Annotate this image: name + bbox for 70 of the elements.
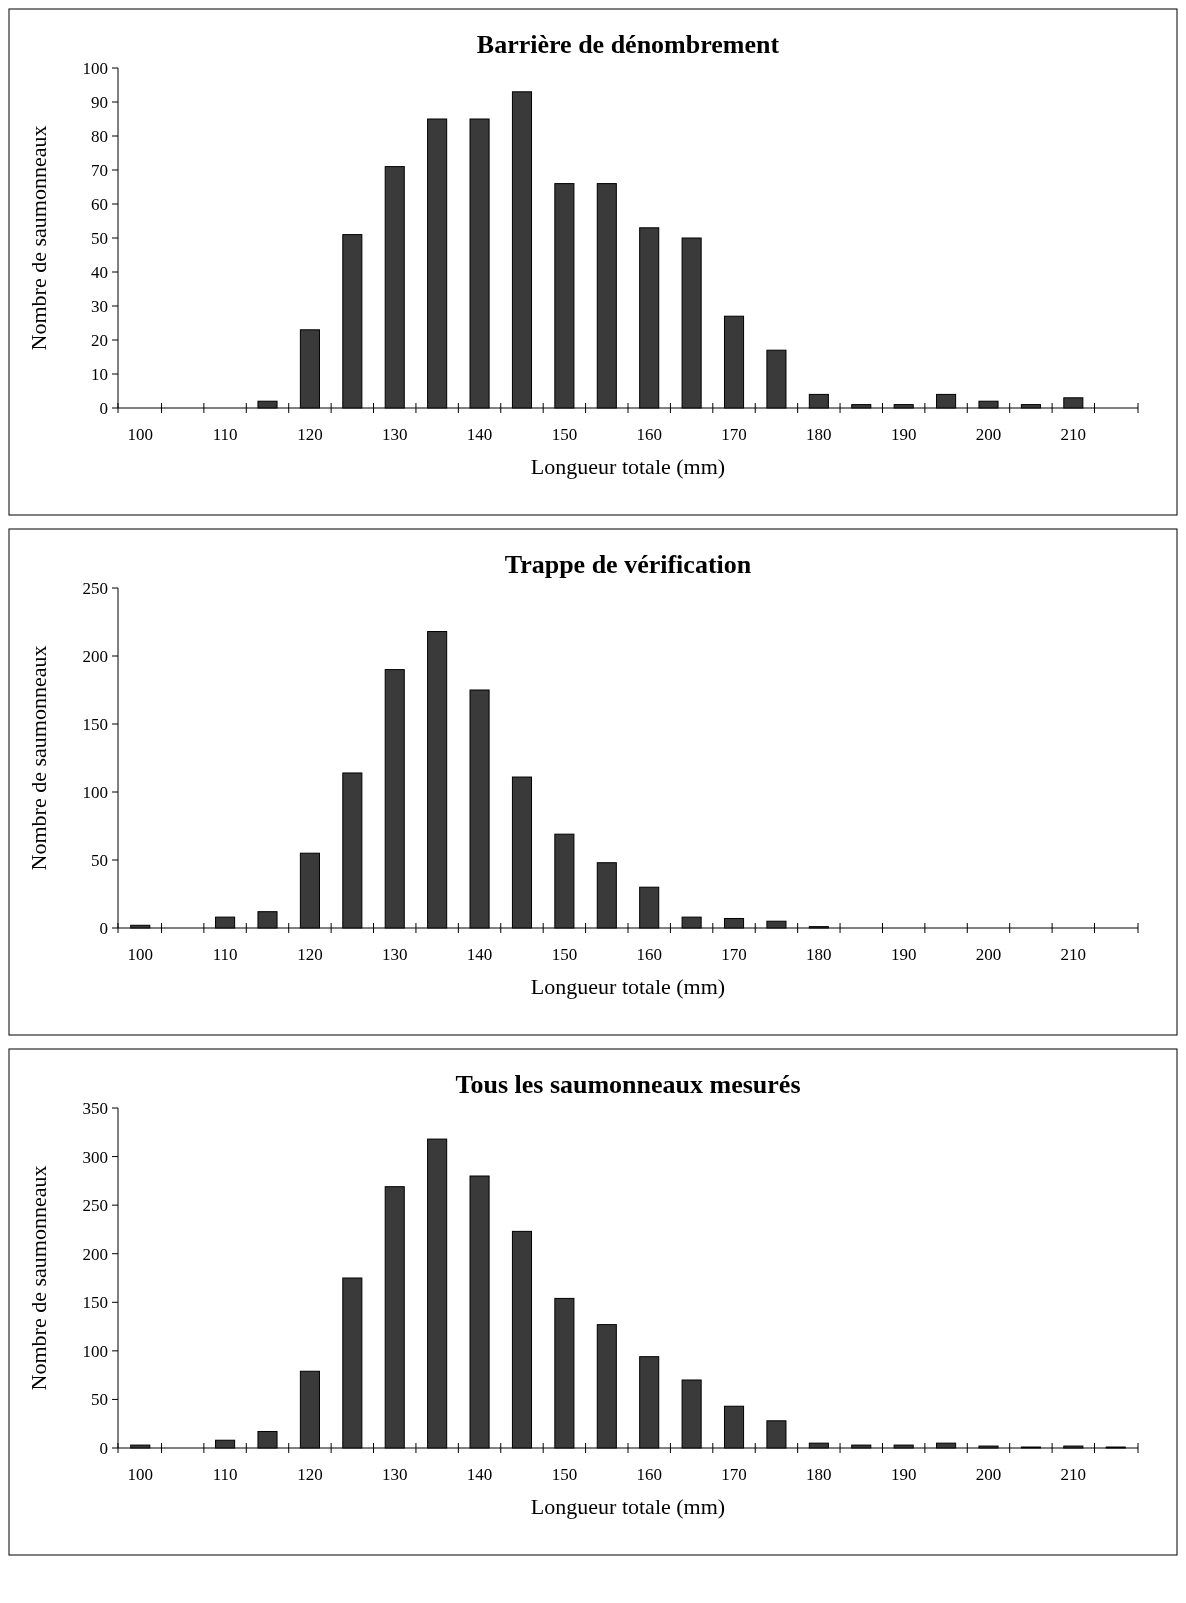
x-tick-label: 150 <box>551 425 578 444</box>
x-tick-label: 180 <box>806 945 832 964</box>
x-tick-label: 210 <box>1060 1465 1087 1484</box>
x-tick-label: 100 <box>127 945 154 964</box>
y-tick-label: 100 <box>82 58 108 78</box>
x-tick-label: 150 <box>551 945 578 964</box>
x-tick-label: 180 <box>806 425 832 444</box>
y-tick-label: 0 <box>99 398 108 418</box>
y-tick-label: 0 <box>99 1438 108 1458</box>
x-tick-label: 160 <box>636 945 662 964</box>
x-tick-label: 160 <box>636 425 662 444</box>
y-axis-title: Nombre de saumonneaux <box>26 125 51 351</box>
y-tick-label: 50 <box>91 850 108 870</box>
x-tick-label: 170 <box>721 1465 747 1484</box>
y-tick-label: 50 <box>91 1390 108 1410</box>
y-tick-label: 200 <box>82 1244 108 1264</box>
x-tick-label: 110 <box>212 425 238 444</box>
y-axis-title: Nombre de saumonneaux <box>26 645 51 871</box>
x-tick-label: 110 <box>212 945 238 964</box>
y-tick-label: 0 <box>99 918 108 938</box>
x-tick-label: 210 <box>1060 945 1087 964</box>
y-tick-label: 100 <box>82 782 108 802</box>
x-tick-label: 170 <box>721 425 747 444</box>
y-axis-title: Nombre de saumonneaux <box>26 1165 51 1391</box>
x-tick-label: 200 <box>975 425 1002 444</box>
x-tick-label: 120 <box>297 425 323 444</box>
x-tick-label: 150 <box>551 1465 578 1484</box>
y-tick-label: 250 <box>82 578 108 598</box>
x-tick-label: 140 <box>466 1465 493 1484</box>
x-tick-label: 100 <box>127 1465 154 1484</box>
y-tick-label: 300 <box>82 1147 108 1167</box>
y-tick-label: 150 <box>82 1293 108 1313</box>
y-tick-label: 20 <box>91 330 108 350</box>
y-tick-label: 70 <box>91 160 108 180</box>
x-tick-label: 130 <box>381 1465 408 1484</box>
y-tick-label: 30 <box>91 296 108 316</box>
chart-title: Barrière de dénombrement <box>476 30 780 59</box>
x-tick-label: 180 <box>806 1465 832 1484</box>
x-tick-label: 190 <box>890 425 917 444</box>
x-tick-label: 120 <box>297 945 323 964</box>
x-tick-label: 140 <box>466 425 493 444</box>
y-tick-label: 40 <box>91 262 108 282</box>
x-tick-label: 190 <box>890 945 917 964</box>
chart-title: Trappe de vérification <box>504 550 752 579</box>
x-axis-title: Longueur totale (mm) <box>530 454 726 479</box>
x-tick-label: 160 <box>636 1465 662 1484</box>
x-tick-label: 110 <box>212 1465 238 1484</box>
y-tick-label: 80 <box>91 126 108 146</box>
x-tick-label: 190 <box>890 1465 917 1484</box>
x-tick-label: 200 <box>975 945 1002 964</box>
x-tick-label: 210 <box>1060 425 1087 444</box>
x-tick-label: 130 <box>381 945 408 964</box>
x-tick-label: 120 <box>297 1465 323 1484</box>
y-tick-label: 10 <box>91 364 108 384</box>
x-tick-label: 130 <box>381 425 408 444</box>
y-tick-label: 200 <box>82 646 108 666</box>
y-tick-label: 150 <box>82 714 108 734</box>
y-tick-label: 90 <box>91 92 108 112</box>
x-axis-title: Longueur totale (mm) <box>530 974 726 999</box>
y-tick-label: 350 <box>82 1098 108 1118</box>
y-tick-label: 250 <box>82 1196 108 1216</box>
y-tick-label: 50 <box>91 228 108 248</box>
y-tick-label: 60 <box>91 194 108 214</box>
x-axis-title: Longueur totale (mm) <box>530 1494 726 1519</box>
chart-title: Tous les saumonneaux mesurés <box>455 1070 801 1099</box>
x-tick-label: 140 <box>466 945 493 964</box>
x-tick-label: 170 <box>721 945 747 964</box>
y-tick-label: 100 <box>82 1341 108 1361</box>
x-tick-label: 200 <box>975 1465 1002 1484</box>
x-tick-label: 100 <box>127 425 154 444</box>
